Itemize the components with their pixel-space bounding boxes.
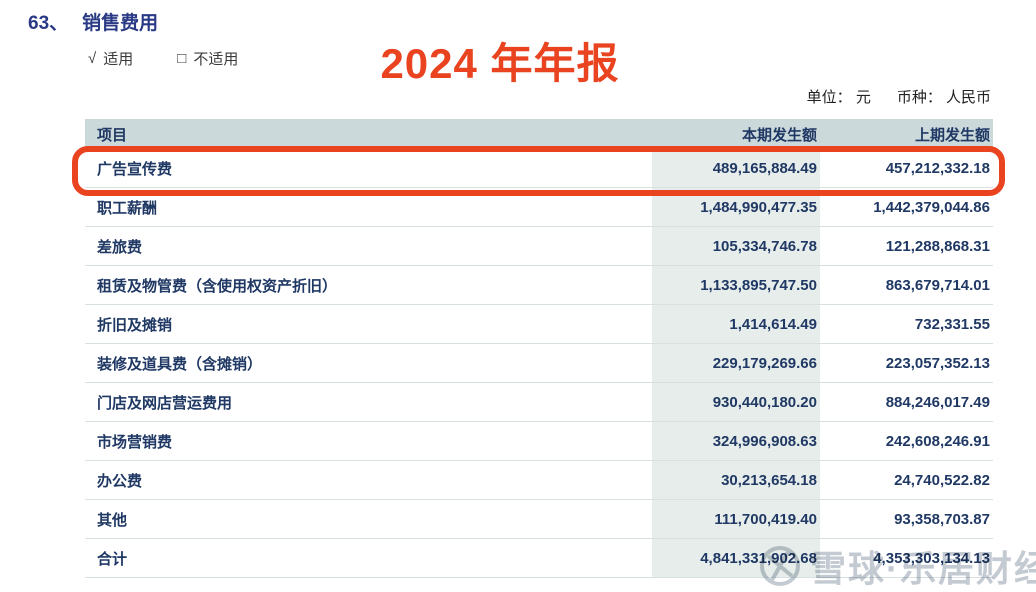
row-current-amount: 111,700,419.40 [652,500,820,538]
row-prior-amount: 1,442,379,044.86 [873,198,990,216]
row-current-amount: 324,996,908.63 [652,422,820,460]
table-row: 职工薪酬 1,484,990,477.35 1,442,379,044.86 [85,188,993,227]
column-header-item: 项目 [97,126,128,144]
row-item-label: 差旅费 [97,238,143,256]
table-row-highlighted: 广告宣传费 489,165,884.49 457,212,332.18 [85,149,993,188]
applicable-option[interactable]: √ 适用 [88,48,133,69]
watermark-text: 雪球·乐居财经 [810,548,1036,589]
section-number: 63、 [28,13,69,34]
row-item-label: 办公费 [97,472,143,490]
currency-label: 币种： 人民币 [896,89,991,106]
section-title: 销售费用 [82,13,159,34]
row-prior-amount: 863,679,714.01 [885,276,990,294]
column-header-prior: 上期发生额 [914,126,990,144]
section-heading: 63、 销售费用 [28,8,158,35]
row-current-amount: 489,165,884.49 [652,149,820,187]
row-item-label: 广告宣传费 [97,160,173,178]
applicability-options: √ 适用 □ 不适用 [88,48,238,69]
row-prior-amount: 4,353,303,134.13 [873,549,990,567]
row-item-label: 其他 [97,511,128,529]
row-item-label: 门店及网店营运费用 [97,394,233,412]
table-row: 其他 111,700,419.40 93,358,703.87 [85,500,993,539]
empty-checkbox-icon: □ [177,50,187,67]
row-item-label: 折旧及摊销 [97,316,173,334]
row-prior-amount: 884,246,017.49 [885,393,990,411]
table-row: 办公费 30,213,654.18 24,740,522.82 [85,461,993,500]
row-prior-amount: 242,608,246.91 [885,432,990,450]
row-current-amount: 229,179,269.66 [652,344,820,382]
table-header-row: 项目 本期发生额 上期发生额 [85,119,993,149]
table-row: 折旧及摊销 1,414,614.49 732,331.55 [85,305,993,344]
unit-label: 单位： 元 [806,89,871,106]
row-item-label: 市场营销费 [97,433,173,451]
row-current-amount: 1,133,895,747.50 [652,266,820,304]
row-prior-amount: 457,212,332.18 [885,159,990,177]
row-current-amount: 930,440,180.20 [652,383,820,421]
table-row: 门店及网店营运费用 930,440,180.20 884,246,017.49 [85,383,993,422]
table-row: 合计 4,841,331,902.68 4,353,303,134.13 [85,539,993,578]
row-prior-amount: 24,740,522.82 [894,471,990,489]
applicable-label: 适用 [103,51,134,68]
row-item-label: 装修及道具费（含摊销） [97,355,263,373]
check-mark-icon: √ [88,50,97,67]
row-item-label: 合计 [97,550,128,568]
table-row: 差旅费 105,334,746.78 121,288,868.31 [85,227,993,266]
row-current-amount: 1,414,614.49 [652,305,820,343]
table-row: 市场营销费 324,996,908.63 242,608,246.91 [85,422,993,461]
report-title: 2024 年年报 [380,40,620,87]
watermark: 雪球·乐居财经 [758,540,1036,592]
row-current-amount: 30,213,654.18 [652,461,820,499]
row-current-amount: 1,484,990,477.35 [652,188,820,226]
column-header-current: 本期发生额 [741,126,817,144]
row-prior-amount: 93,358,703.87 [894,510,990,528]
row-current-amount: 105,334,746.78 [652,227,820,265]
xueqiu-snowball-icon [758,544,802,588]
expense-table: 项目 本期发生额 上期发生额 广告宣传费 489,165,884.49 457,… [72,119,1005,578]
row-item-label: 租赁及物管费（含使用权资产折旧） [97,277,338,295]
table-row: 租赁及物管费（含使用权资产折旧） 1,133,895,747.50 863,67… [85,266,993,305]
not-applicable-option[interactable]: □ 不适用 [177,48,238,69]
table-row: 装修及道具费（含摊销） 229,179,269.66 223,057,352.1… [85,344,993,383]
row-item-label: 职工薪酬 [97,199,158,217]
row-prior-amount: 223,057,352.13 [885,354,990,372]
unit-currency-line: 单位： 元 币种： 人民币 [807,86,991,107]
row-prior-amount: 732,331.55 [914,315,990,333]
row-current-amount: 4,841,331,902.68 [652,539,820,577]
row-prior-amount: 121,288,868.31 [885,237,990,255]
expense-table-body: 广告宣传费 489,165,884.49 457,212,332.18 职工薪酬… [85,149,993,578]
not-applicable-label: 不适用 [193,51,239,68]
